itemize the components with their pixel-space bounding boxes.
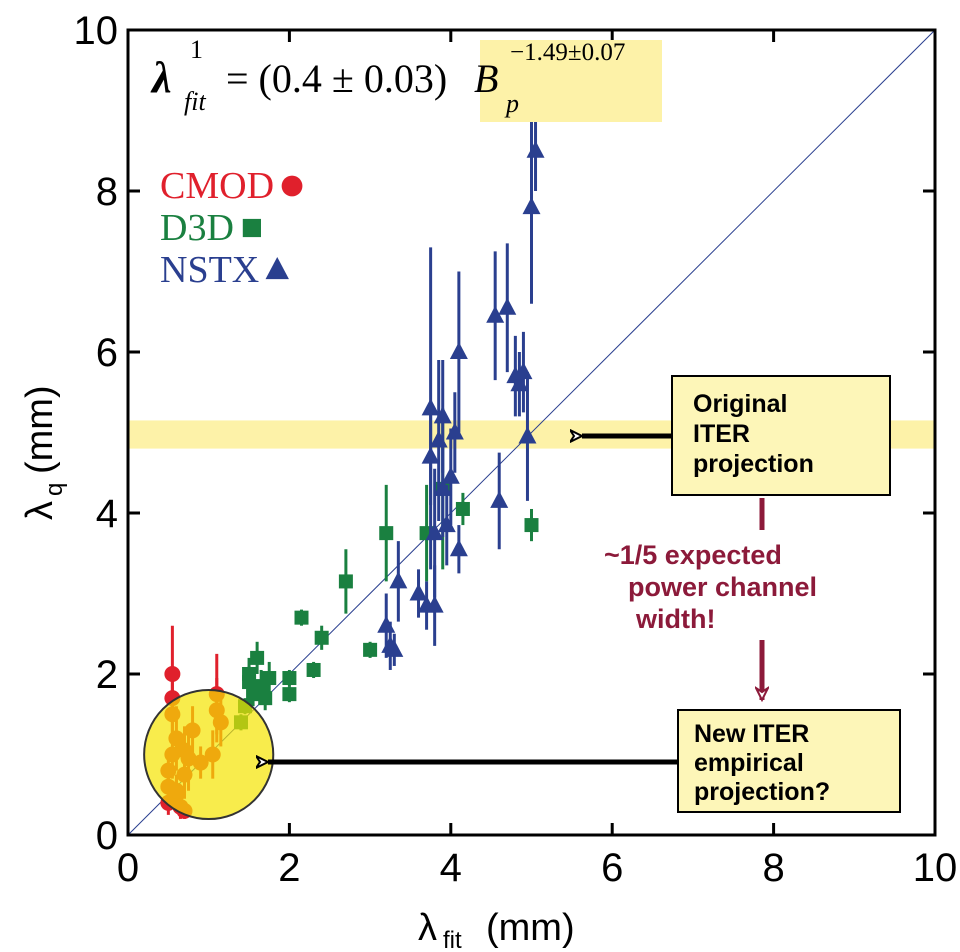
- annotation: New ITER empirical projection?: [694, 720, 830, 806]
- marker: [379, 526, 394, 541]
- marker: [282, 687, 297, 702]
- legend-marker: [242, 218, 261, 238]
- formula-symbol: λ: [150, 53, 172, 102]
- marker: [425, 595, 444, 613]
- x-tick-label: 8: [762, 846, 784, 890]
- marker: [421, 398, 440, 416]
- x-label-unit: (mm): [486, 907, 575, 949]
- marker: [522, 197, 541, 215]
- marker: [314, 630, 329, 645]
- y-axis-label: λ q (mm): [19, 385, 68, 520]
- x-tick-label: 2: [278, 846, 300, 890]
- marker: [498, 297, 517, 315]
- marker: [242, 667, 257, 681]
- annotation: ~1/5 expected power channel width!: [604, 540, 817, 634]
- legend-label: CMOD: [160, 165, 274, 207]
- y-tick-label: 4: [96, 492, 118, 536]
- y-label-unit: (mm): [19, 385, 61, 474]
- marker: [441, 466, 460, 484]
- annotation-line: projection?: [694, 778, 830, 806]
- annotation-line: ITER: [693, 420, 750, 448]
- legend-marker: [281, 175, 303, 197]
- legend-label: NSTX: [160, 249, 259, 291]
- y-tick-label: 10: [74, 9, 119, 53]
- marker: [429, 430, 448, 448]
- y-tick-label: 2: [96, 653, 118, 697]
- annotation-line: empirical: [694, 749, 804, 777]
- plot-layer: [126, 28, 937, 837]
- marker: [490, 490, 509, 508]
- marker: [250, 650, 265, 665]
- marker: [262, 671, 277, 686]
- marker: [518, 426, 537, 444]
- x-label-symbol: λ: [418, 907, 437, 949]
- formula: λ 1 fit = (0.4 ± 0.03) B p −1.49±0.07: [150, 35, 625, 118]
- marker: [306, 662, 321, 677]
- formula-exponent: −1.49±0.07: [510, 39, 625, 66]
- marker: [433, 478, 452, 496]
- marker: [524, 518, 539, 533]
- x-label-sub: fit: [443, 927, 462, 952]
- marker: [421, 446, 440, 464]
- marker: [449, 539, 468, 557]
- y-label-sub: q: [41, 483, 68, 496]
- formula-highlight: [480, 40, 662, 122]
- annotation-line: ~1/5 expected: [604, 540, 782, 570]
- marker: [363, 642, 378, 657]
- y-tick-label: 8: [96, 170, 118, 214]
- annotation-line: width!: [635, 604, 715, 634]
- marker: [385, 639, 404, 657]
- legend-label: D3D: [160, 207, 234, 249]
- y-tick-label: 6: [96, 331, 118, 375]
- annotation-box: [671, 375, 891, 496]
- annotation: Original ITER projection: [693, 390, 814, 478]
- highlight-circle: [143, 688, 275, 821]
- formula-sub: fit: [184, 87, 206, 116]
- marker: [449, 342, 468, 359]
- marker: [510, 374, 529, 392]
- formula-var-sub: p: [504, 89, 519, 118]
- marker: [338, 574, 353, 589]
- marker: [282, 671, 297, 686]
- annotation-line: Original: [693, 390, 787, 418]
- x-tick-label: 4: [440, 846, 462, 890]
- marker: [164, 666, 181, 682]
- marker: [445, 422, 464, 440]
- x-axis-label: λ fit (mm): [418, 907, 575, 952]
- marker: [514, 362, 533, 380]
- marker: [526, 140, 545, 158]
- formula-var: B: [474, 56, 498, 101]
- annotation-box: [677, 709, 901, 813]
- marker: [389, 571, 408, 589]
- annotation-line: projection: [693, 450, 814, 478]
- x-tick-label: 6: [601, 846, 623, 890]
- annotation-line: New ITER: [694, 720, 809, 748]
- formula-sup: 1: [190, 35, 203, 64]
- x-tick-label: 10: [913, 846, 958, 890]
- marker: [377, 615, 396, 633]
- y-label-symbol: λ: [19, 501, 61, 520]
- plot-frame: [126, 28, 937, 837]
- formula-body: = (0.4 ± 0.03): [226, 56, 447, 101]
- marker: [294, 610, 309, 625]
- marker: [433, 406, 452, 424]
- marker: [486, 305, 505, 323]
- x-tick-label: 0: [117, 846, 139, 890]
- legend-marker: [265, 257, 289, 280]
- marker: [409, 583, 428, 601]
- marker: [258, 691, 273, 706]
- marker: [455, 501, 470, 516]
- marker: [425, 523, 444, 541]
- y-tick-label: 0: [96, 814, 118, 858]
- annotation-line: power channel: [628, 572, 817, 602]
- marker: [437, 515, 456, 533]
